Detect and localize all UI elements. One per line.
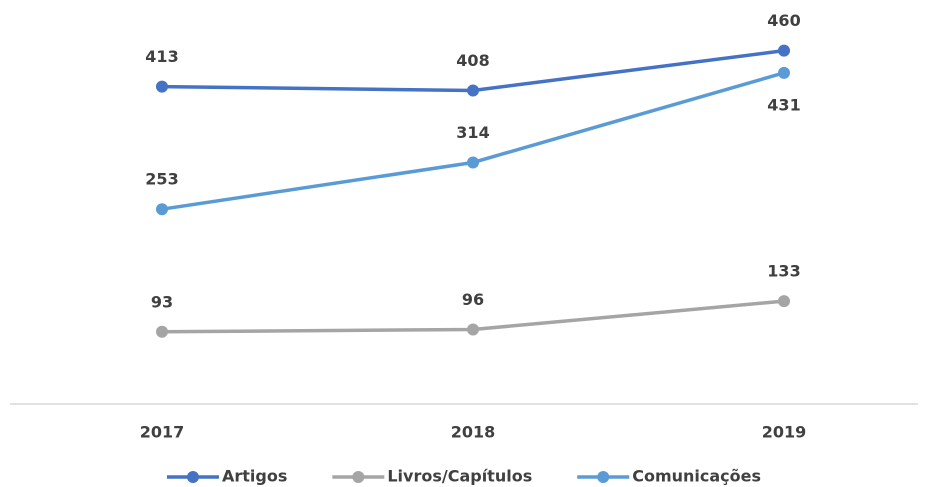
- data-label: 96: [462, 290, 484, 309]
- legend-marker: [597, 471, 610, 483]
- series-marker: [156, 325, 168, 338]
- data-label: 460: [767, 11, 800, 30]
- data-label: 408: [456, 51, 489, 70]
- series-marker: [778, 66, 790, 79]
- legend-label: Artigos: [222, 467, 287, 486]
- legend: Artigos Livros/Capítulos Comunicações: [166, 467, 761, 486]
- data-label: 253: [145, 170, 178, 189]
- data-label: 314: [456, 123, 489, 142]
- x-tick-label: 2019: [762, 423, 807, 442]
- legend-marker: [186, 471, 199, 483]
- series-marker: [778, 295, 790, 308]
- series-marker: [778, 44, 790, 57]
- series-marker: [156, 80, 168, 93]
- x-tick-label: 2018: [451, 423, 496, 442]
- data-label: 133: [767, 262, 800, 281]
- series-marker: [467, 323, 479, 336]
- series-marker: [467, 156, 479, 169]
- legend-marker: [352, 471, 365, 483]
- data-label: 93: [151, 292, 173, 311]
- x-tick-label: 2017: [140, 423, 185, 442]
- legend-label: Livros/Capítulos: [387, 467, 532, 486]
- series-marker: [156, 203, 168, 216]
- series-marker: [467, 84, 479, 97]
- legend-label: Comunicações: [632, 467, 761, 486]
- data-label: 431: [767, 95, 800, 114]
- data-label: 413: [145, 47, 178, 66]
